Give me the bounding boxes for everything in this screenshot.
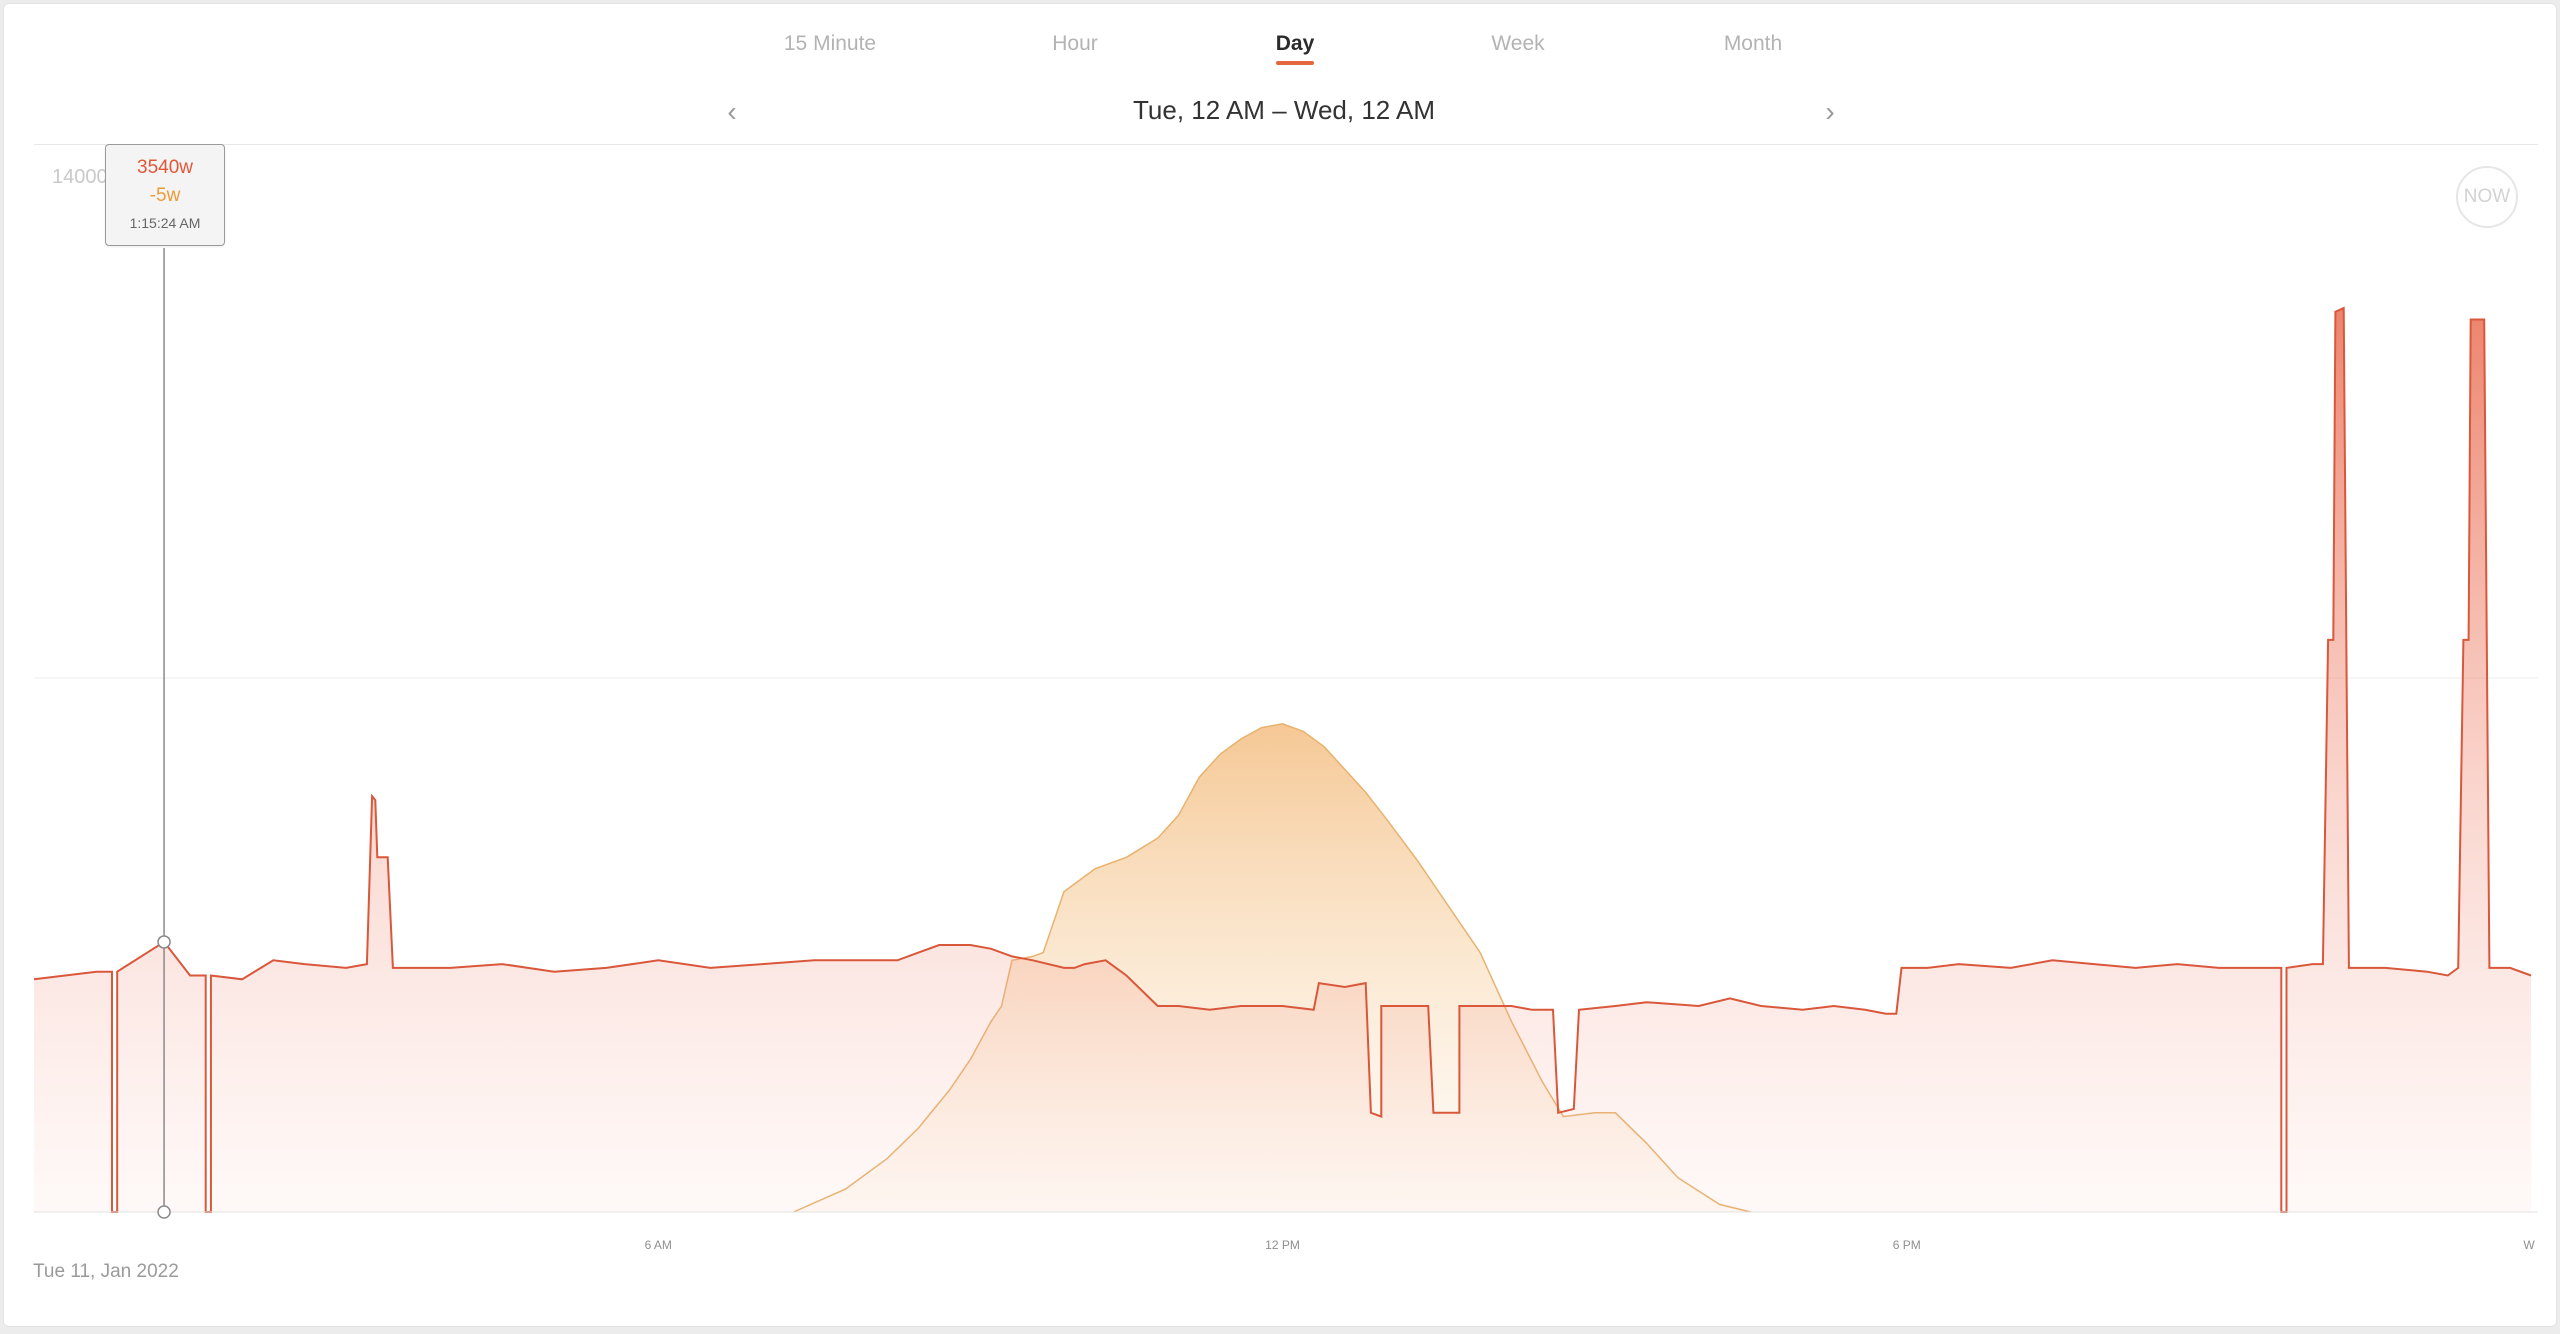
header-divider: [34, 144, 2538, 145]
previous-range-button[interactable]: ‹: [712, 92, 752, 132]
tab-hour[interactable]: Hour: [1052, 32, 1098, 55]
date-range-label: Tue, 12 AM – Wed, 12 AM: [1132, 95, 1436, 125]
date-range-nav: ‹ Tue, 12 AM – Wed, 12 AM ›: [4, 84, 2556, 140]
energy-panel: 15 Minute Hour Day Week Month ‹ Tue, 12 …: [3, 3, 2557, 1327]
now-button[interactable]: NOW: [2456, 166, 2518, 228]
tab-15-minute[interactable]: 15 Minute: [783, 32, 877, 55]
cursor-point-base: [157, 1205, 171, 1219]
cursor-point-consumption: [157, 935, 171, 949]
tab-month[interactable]: Month: [1723, 32, 1783, 55]
x-tick-label: 6 PM: [1892, 1238, 1921, 1252]
x-tick-label: 6 AM: [644, 1238, 672, 1252]
energy-chart[interactable]: [4, 4, 2556, 1326]
chevron-left-icon: ‹: [727, 96, 737, 127]
chevron-right-icon: ›: [1825, 96, 1835, 127]
tab-week[interactable]: Week: [1491, 32, 1545, 55]
x-tick-label: 12 PM: [1265, 1238, 1300, 1252]
consumption-area: [34, 308, 2531, 1212]
tooltip-consumption-value: 3540w: [137, 157, 193, 178]
active-tab-indicator: [1276, 61, 1314, 65]
tooltip-time: 1:15:24 AM: [129, 215, 201, 231]
consumption-line: [33, 306, 2532, 1213]
tooltip-solar-value: -5w: [149, 185, 181, 206]
tab-day[interactable]: Day: [1275, 32, 1315, 55]
hover-tooltip: 3540w -5w 1:15:24 AM: [105, 144, 225, 246]
period-tabs: 15 Minute Hour Day Week Month: [4, 4, 2556, 74]
next-range-button[interactable]: ›: [1810, 92, 1850, 132]
date-label: Tue 11, Jan 2022: [33, 1261, 179, 1282]
y-axis-max-label: 14000: [52, 166, 108, 188]
x-tick-label: W: [2523, 1238, 2535, 1252]
